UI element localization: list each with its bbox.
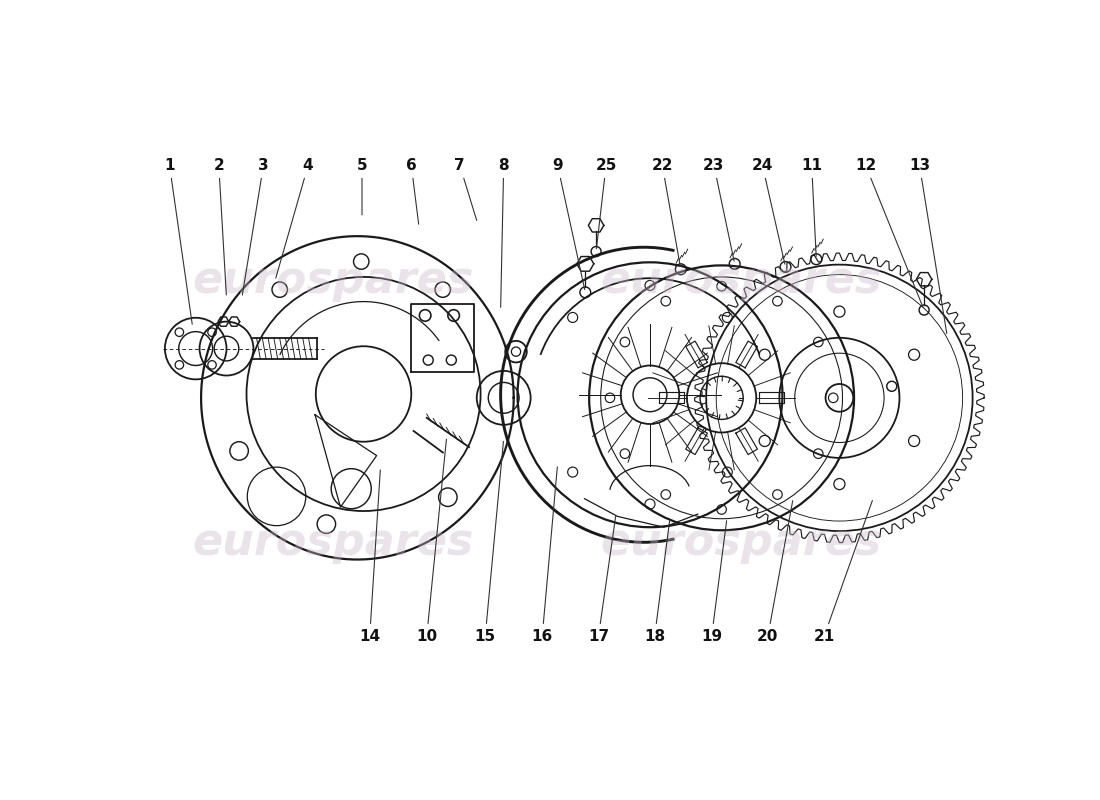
Text: eurospares: eurospares [601, 259, 881, 302]
Text: 16: 16 [531, 467, 558, 644]
Text: 4: 4 [276, 158, 314, 278]
Text: 2: 2 [213, 158, 227, 295]
Text: 7: 7 [454, 158, 476, 220]
Text: 18: 18 [644, 521, 670, 644]
Text: 20: 20 [757, 501, 793, 644]
Text: 25: 25 [595, 158, 617, 249]
Text: 11: 11 [801, 158, 822, 257]
Text: 12: 12 [855, 158, 923, 307]
Text: 9: 9 [552, 158, 585, 290]
Text: 21: 21 [813, 501, 872, 644]
Text: 1: 1 [164, 158, 192, 324]
Text: eurospares: eurospares [601, 521, 881, 564]
Text: 10: 10 [416, 439, 447, 644]
Text: eurospares: eurospares [192, 259, 473, 302]
Text: eurospares: eurospares [192, 521, 473, 564]
Text: 6: 6 [406, 158, 419, 224]
Text: 23: 23 [703, 158, 734, 261]
Text: 24: 24 [751, 158, 785, 264]
Text: 15: 15 [474, 442, 504, 644]
Text: 17: 17 [587, 516, 616, 644]
Text: 5: 5 [356, 158, 367, 215]
Text: 14: 14 [359, 470, 381, 644]
Text: 19: 19 [701, 521, 727, 644]
Text: 3: 3 [242, 158, 268, 295]
Text: 13: 13 [909, 158, 947, 334]
Text: 8: 8 [498, 158, 509, 307]
Text: 22: 22 [651, 158, 680, 266]
